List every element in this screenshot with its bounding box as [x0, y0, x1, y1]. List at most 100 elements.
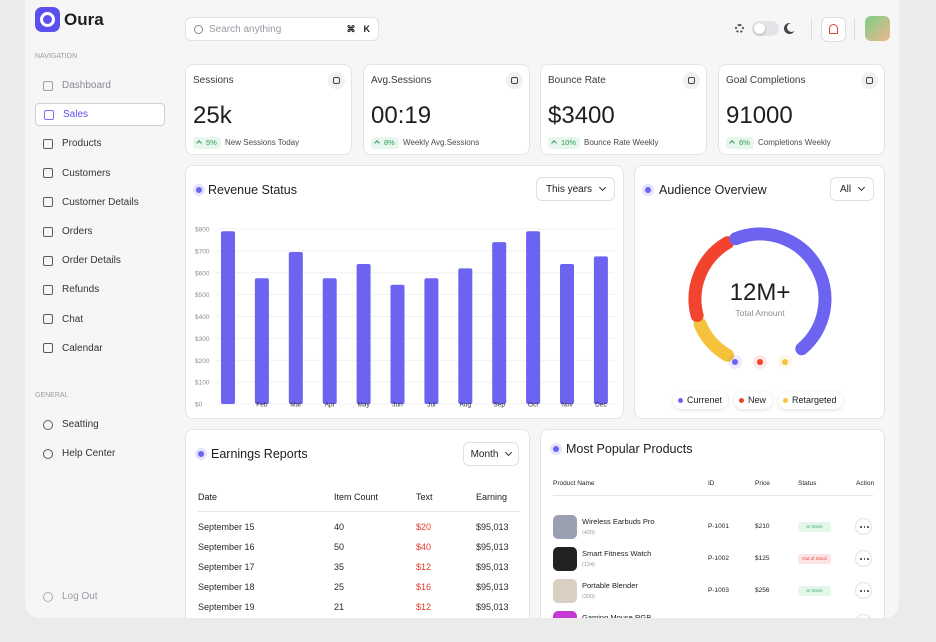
icon-glyph: [866, 77, 873, 84]
up-icon: [729, 140, 735, 146]
theme-toggle[interactable]: [752, 21, 779, 36]
audience-title: Audience Overview: [659, 183, 767, 197]
icon-glyph: [333, 77, 340, 84]
table-cell: September 18: [198, 582, 255, 592]
legend-swatch: [739, 398, 744, 403]
action-dot: [860, 526, 862, 528]
product-name: Wireless Earbuds Pro: [582, 517, 655, 526]
bar: [221, 231, 235, 404]
legend-item: New: [734, 392, 773, 409]
gauge-segment: [688, 236, 735, 322]
product-image: [553, 611, 577, 618]
table-cell: 50: [334, 542, 345, 552]
product-image: [553, 579, 577, 603]
bar: [356, 264, 371, 404]
table-cell: $16: [416, 582, 432, 592]
nav-item[interactable]: Seatting: [35, 413, 165, 436]
filter-label: All: [839, 183, 852, 195]
nav-label: Chat: [62, 313, 84, 325]
audience-filter[interactable]: All: [830, 177, 874, 201]
action-button[interactable]: [855, 550, 872, 567]
x-tick-label: Dec: [595, 402, 607, 409]
nav-item[interactable]: Products: [35, 132, 165, 155]
products-card: Most Popular Products Product Name ID Pric…: [540, 429, 885, 618]
product-id: P-1003: [708, 587, 729, 594]
gauge-segment: [729, 227, 832, 356]
legend-swatch: [678, 398, 683, 403]
column-header: Earning: [476, 492, 508, 502]
nav-item[interactable]: Help Center: [35, 442, 165, 465]
gauge-segment: [693, 317, 734, 362]
x-tick-label: Mar: [290, 402, 302, 409]
action-dot: [867, 526, 869, 528]
action-button[interactable]: [855, 582, 872, 599]
legend-item: Currenet: [673, 392, 729, 409]
bar: [288, 251, 303, 404]
logout[interactable]: Log Out: [35, 585, 165, 608]
legend-swatch: [783, 398, 788, 403]
nav-item[interactable]: Customers: [35, 162, 165, 185]
stat-value: 91000: [726, 102, 793, 129]
stat-icon: [328, 72, 345, 89]
revenue-title: Revenue Status: [208, 183, 297, 197]
column-header: Product Name: [553, 480, 595, 487]
nav-label: Products: [62, 138, 102, 150]
nav-item[interactable]: Customer Details: [35, 191, 165, 214]
nav-item[interactable]: Refunds: [35, 278, 165, 301]
nav-item[interactable]: Sales: [35, 103, 165, 127]
bar: [254, 278, 269, 404]
search-placeholder: Search anything: [209, 23, 282, 35]
icon-glyph: [511, 77, 518, 84]
stat-card: Bounce Rate $3400 10% Bounce Rate Weekly: [540, 64, 707, 155]
stat-change: 8%: [371, 137, 399, 149]
up-icon: [374, 140, 380, 146]
avatar[interactable]: [865, 16, 890, 41]
x-tick-label: Feb: [256, 402, 268, 409]
nav-item[interactable]: Calendar: [35, 337, 165, 360]
moon-icon: [787, 23, 796, 32]
earnings-filter[interactable]: Month: [463, 442, 519, 466]
product-count: (200): [582, 594, 595, 600]
revenue-chart: $0 $100 $200 $300 $400 $500 $600 $700 $800 Feb Mar…: [195, 227, 614, 409]
indicator-dot: [732, 359, 738, 365]
product-image: [553, 515, 577, 539]
nav-item[interactable]: Order Details: [35, 249, 165, 272]
product-id: P-1002: [708, 555, 729, 562]
action-dot: [860, 590, 862, 592]
table-cell: September 19: [198, 602, 255, 612]
notification-button[interactable]: [821, 17, 846, 42]
x-tick-label: Jun: [392, 402, 403, 409]
up-icon: [196, 140, 202, 146]
table-cell: 35: [334, 562, 345, 572]
product-name: Smart Fitness Watch: [582, 549, 652, 558]
stat-value: 00:19: [371, 102, 432, 129]
nav-label: Dashboard: [62, 80, 111, 91]
stat-card: Goal Completions 91000 6% Completions Weekl…: [718, 64, 885, 155]
product-image: [553, 547, 577, 571]
nav-label: Seatting: [62, 419, 99, 430]
gauge-value: 12M+: [730, 279, 791, 306]
indicator-dot: [782, 359, 788, 365]
y-tick-label: $400: [195, 314, 210, 321]
product-count: (134): [582, 562, 595, 568]
bar: [322, 278, 337, 404]
status-badge: In Stock: [798, 522, 831, 532]
table-cell: 25: [334, 582, 345, 592]
action-button[interactable]: [855, 614, 872, 618]
general-heading: GENERAL: [35, 392, 69, 399]
search-box[interactable]: Search anything ⌘ K: [185, 17, 379, 41]
nav-item[interactable]: Chat: [35, 308, 165, 331]
column-header: Action: [856, 480, 875, 487]
status-badge: Out of Stock: [798, 554, 831, 564]
revenue-filter[interactable]: This years: [536, 177, 615, 201]
y-tick-label: $800: [195, 227, 210, 234]
y-tick-label: $200: [195, 358, 210, 365]
product-price: $256: [755, 587, 770, 594]
nav-item[interactable]: Dashboard: [35, 74, 165, 97]
action-button[interactable]: [855, 518, 872, 535]
stat-note: Bounce Rate Weekly: [584, 138, 659, 147]
nav-item[interactable]: Orders: [35, 220, 165, 243]
stat-value: 25k: [193, 102, 232, 129]
column-header: Item Count: [334, 492, 379, 502]
